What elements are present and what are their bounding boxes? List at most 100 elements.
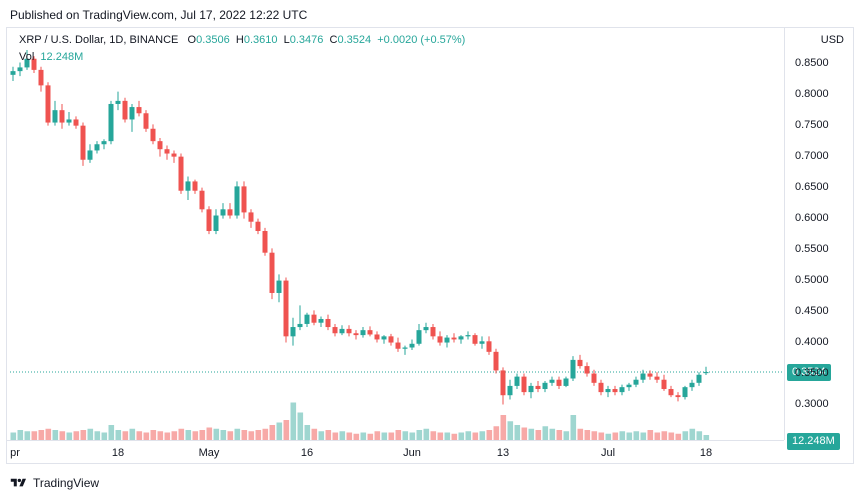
volume-bar	[591, 431, 598, 440]
candle-body	[255, 221, 261, 231]
candle-body	[332, 327, 338, 334]
candle-body	[388, 336, 394, 343]
volume-bar	[598, 432, 605, 440]
candle-body	[276, 280, 282, 293]
axis-currency-label[interactable]: USD	[820, 34, 844, 46]
candle-body	[584, 366, 590, 374]
price-tick-label: 0.7000	[795, 149, 829, 162]
volume-bar	[178, 428, 185, 440]
candle-body	[213, 215, 219, 231]
time-axis[interactable]: pr 18 May 16 Jun 13 Jul 18	[6, 440, 784, 464]
candle-body	[654, 376, 660, 380]
tradingview-brand-text: TradingView	[33, 476, 100, 490]
volume-bar	[31, 431, 38, 440]
volume-bar	[668, 432, 675, 440]
price-tick-label: 0.3500	[795, 366, 829, 379]
candle-body	[31, 58, 37, 70]
candle-body	[486, 341, 492, 352]
volume-bar	[24, 431, 31, 440]
candle-body	[472, 335, 478, 344]
volume-bar	[444, 432, 451, 440]
volume-bar	[164, 432, 171, 440]
candle-body	[325, 318, 331, 328]
volume-bar	[507, 421, 514, 440]
time-tick-label: 13	[496, 447, 510, 459]
candle-body	[269, 252, 275, 293]
candle-body	[241, 186, 247, 213]
tradingview-brand[interactable]: TradingView	[10, 474, 99, 492]
candle-body	[626, 384, 632, 388]
volume-bar	[80, 430, 87, 440]
high-value: 0.3610	[243, 34, 278, 46]
volume-bar	[66, 432, 73, 440]
volume-bar	[360, 432, 367, 440]
volume-bar	[661, 431, 668, 440]
volume-bar	[171, 431, 178, 440]
volume-bar	[185, 430, 192, 440]
price-tick-label: 0.5500	[795, 242, 829, 255]
volume-bar	[129, 428, 136, 440]
volume-legend: Vol 12.248M	[19, 51, 83, 63]
candle-body	[17, 67, 23, 72]
candle-body	[164, 149, 170, 154]
volume-bar	[409, 432, 416, 440]
candle-body	[640, 373, 646, 380]
candle-body	[444, 337, 450, 343]
volume-bar	[220, 430, 227, 440]
chart-plot-area[interactable]	[10, 28, 784, 440]
candle-body	[353, 333, 359, 336]
candle-body	[689, 382, 695, 388]
candle-body	[311, 314, 317, 323]
candle-body	[297, 323, 303, 328]
candle-body	[570, 359, 576, 379]
price-tick-label: 0.5000	[795, 273, 829, 286]
volume-bar	[395, 430, 402, 440]
candle-body	[458, 336, 464, 340]
candle-body	[10, 71, 16, 75]
volume-bar	[696, 431, 703, 440]
close-value: 0.3524	[337, 34, 372, 46]
candlestick-chart[interactable]	[10, 28, 784, 440]
volume-bar	[143, 432, 150, 440]
candle-body	[367, 330, 373, 335]
candle-body	[556, 379, 562, 386]
volume-bar	[115, 430, 122, 440]
candle-body	[619, 387, 625, 393]
candle-body	[360, 330, 366, 336]
price-tick-label: 0.7500	[795, 118, 829, 131]
volume-bar	[423, 428, 430, 440]
time-tick-label: 18	[699, 447, 713, 459]
price-tick-label: 0.6500	[795, 180, 829, 193]
volume-bar	[10, 432, 17, 440]
volume-bar	[479, 431, 486, 440]
volume-bar	[318, 431, 325, 440]
candle-body	[66, 119, 72, 123]
volume-bar	[577, 428, 584, 440]
volume-bar	[535, 430, 542, 440]
low-value: 0.3476	[289, 34, 324, 46]
volume-bar	[486, 430, 493, 440]
volume-bar	[458, 432, 465, 440]
price-tick-label: 0.6000	[795, 211, 829, 224]
price-tick-label: 0.4500	[795, 304, 829, 317]
volume-bar	[388, 432, 395, 440]
volume-bar	[374, 431, 381, 440]
candle-body	[409, 343, 415, 348]
candle-body	[108, 103, 114, 142]
price-axis[interactable]: USD 0.3524 12.248M 0.8500 0.8000 0.7500 0.7…	[784, 28, 854, 450]
candle-body	[430, 327, 436, 337]
volume-bar	[563, 431, 570, 440]
candle-body	[143, 113, 149, 129]
volume-bar	[514, 425, 521, 440]
candle-body	[423, 327, 429, 331]
volume-bar	[703, 435, 710, 440]
volume-bar	[122, 431, 129, 440]
candle-body	[549, 379, 555, 383]
volume-bar	[38, 430, 45, 440]
volume-bar	[234, 428, 241, 440]
candle-body	[465, 335, 471, 337]
volume-bar	[500, 415, 507, 440]
candle-body	[507, 385, 513, 396]
candle-body	[577, 359, 583, 367]
volume-bar	[542, 426, 549, 440]
